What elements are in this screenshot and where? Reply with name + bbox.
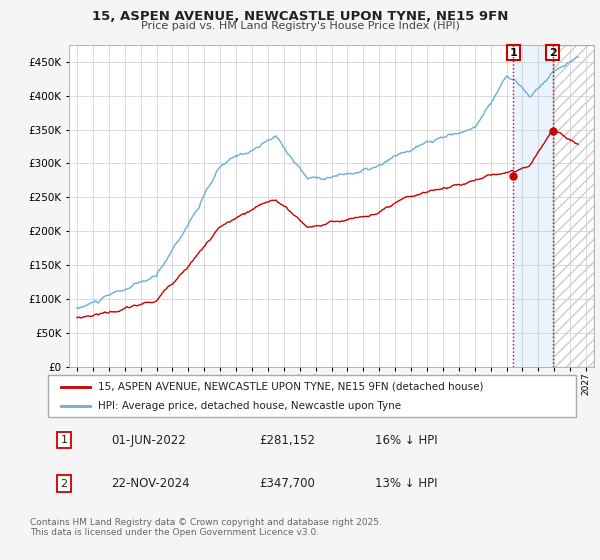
Text: 15, ASPEN AVENUE, NEWCASTLE UPON TYNE, NE15 9FN: 15, ASPEN AVENUE, NEWCASTLE UPON TYNE, N…: [92, 10, 508, 23]
Bar: [553, 45, 594, 367]
Text: £281,152: £281,152: [259, 433, 315, 447]
Text: 13% ↓ HPI: 13% ↓ HPI: [376, 477, 438, 490]
Text: 1: 1: [509, 48, 517, 58]
Text: 15, ASPEN AVENUE, NEWCASTLE UPON TYNE, NE15 9FN (detached house): 15, ASPEN AVENUE, NEWCASTLE UPON TYNE, N…: [98, 381, 484, 391]
Text: 22-NOV-2024: 22-NOV-2024: [112, 477, 190, 490]
Text: HPI: Average price, detached house, Newcastle upon Tyne: HPI: Average price, detached house, Newc…: [98, 401, 401, 411]
Text: 01-JUN-2022: 01-JUN-2022: [112, 433, 186, 447]
Bar: [513, 45, 553, 367]
Text: Contains HM Land Registry data © Crown copyright and database right 2025.
This d: Contains HM Land Registry data © Crown c…: [30, 518, 382, 538]
Text: Price paid vs. HM Land Registry's House Price Index (HPI): Price paid vs. HM Land Registry's House …: [140, 21, 460, 31]
Text: 2: 2: [549, 48, 557, 58]
Bar: [553, 45, 594, 367]
FancyBboxPatch shape: [48, 375, 576, 417]
Text: 1: 1: [61, 435, 67, 445]
Text: 2: 2: [60, 479, 67, 488]
Text: 16% ↓ HPI: 16% ↓ HPI: [376, 433, 438, 447]
Text: £347,700: £347,700: [259, 477, 315, 490]
